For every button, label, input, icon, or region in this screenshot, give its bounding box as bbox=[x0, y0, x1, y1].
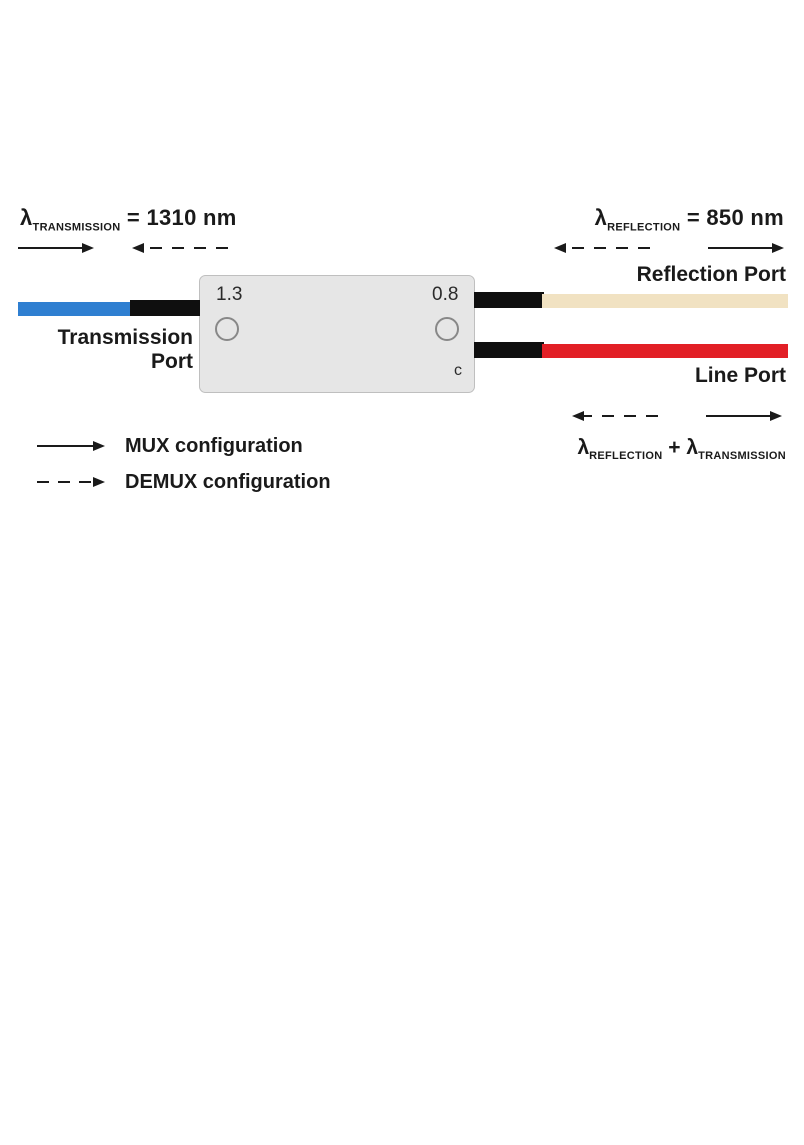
cable-cream bbox=[542, 294, 788, 308]
lambda-sum-l1: λ bbox=[577, 436, 589, 459]
device-left-label: 1.3 bbox=[216, 284, 242, 306]
legend-row-demux: DEMUX configuration bbox=[37, 468, 331, 496]
legend: MUX configuration DEMUX configuration bbox=[37, 432, 331, 496]
arrow-row-right bbox=[540, 238, 790, 258]
cable-black-left bbox=[130, 300, 200, 316]
lambda-reflection-sub: REFLECTION bbox=[607, 221, 680, 233]
device-right-label: 0.8 bbox=[432, 284, 458, 306]
lambda-transmission-eq: = 1310 nm bbox=[120, 205, 236, 230]
transmission-port-l2: Port bbox=[18, 350, 193, 374]
cable-red bbox=[542, 344, 788, 358]
lambda-transmission-sub: TRANSMISSION bbox=[33, 221, 121, 233]
arrow-row-bottom bbox=[562, 406, 788, 426]
lambda-glyph-2: λ bbox=[595, 205, 608, 230]
cable-blue bbox=[18, 302, 132, 316]
line-port-label: Line Port bbox=[695, 364, 786, 388]
lambda-reflection-label: λREFLECTION = 850 nm bbox=[595, 205, 784, 233]
lambda-glyph: λ bbox=[20, 205, 33, 230]
legend-mux-text: MUX configuration bbox=[125, 435, 303, 458]
lambda-sum-s1: REFLECTION bbox=[589, 450, 662, 462]
device-right-small: c bbox=[454, 362, 462, 380]
legend-demux-text: DEMUX configuration bbox=[125, 471, 331, 494]
cable-black-right-upper bbox=[474, 292, 544, 308]
lambda-sum-l2: λ bbox=[686, 436, 698, 459]
legend-row-mux: MUX configuration bbox=[37, 432, 331, 460]
cable-black-right-lower bbox=[474, 342, 544, 358]
lambda-transmission-label: λTRANSMISSION = 1310 nm bbox=[20, 205, 237, 233]
transmission-port-label: Transmission Port bbox=[18, 326, 193, 374]
lambda-reflection-eq: = 850 nm bbox=[680, 205, 784, 230]
arrow-row-left bbox=[18, 238, 278, 258]
legend-arrow-solid-icon bbox=[37, 436, 109, 456]
lambda-sum-plus: + bbox=[662, 436, 686, 459]
lambda-sum-label: λREFLECTION + λTRANSMISSION bbox=[577, 436, 786, 462]
transmission-port-l1: Transmission bbox=[18, 326, 193, 350]
lambda-sum-s2: TRANSMISSION bbox=[698, 450, 786, 462]
legend-arrow-dashed-icon bbox=[37, 472, 109, 492]
reflection-port-label: Reflection Port bbox=[637, 263, 786, 287]
